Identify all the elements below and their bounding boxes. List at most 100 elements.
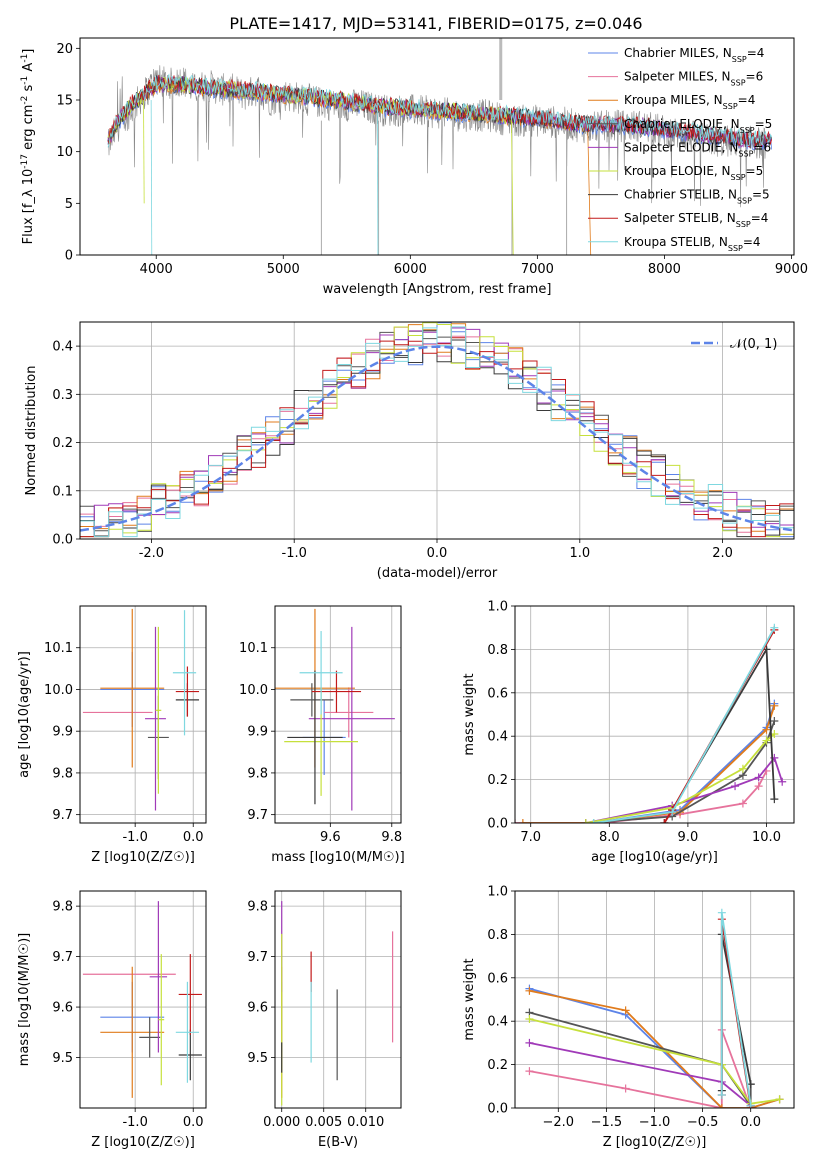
y-tick-label: 9.8 [52,900,73,915]
data-point [754,773,763,782]
y-tick-label: 9.9 [52,725,73,740]
y-tick-label: 0.0 [487,1102,508,1117]
y-tick-label: 0 [65,249,73,264]
data-point [518,819,527,823]
x-tick-label: −1.0 [639,1115,671,1130]
mass-weight-line [529,1029,752,1108]
absorption-line [376,99,379,255]
x-axis-label: wavelength [Angstrom, rest frame] [323,282,552,297]
x-tick-label: 0.0 [183,830,204,845]
x-axis-label: Z [log10(Z/Z☉)] [91,1135,195,1150]
model-fit-line [107,74,772,148]
y-tick-label: 9.8 [247,766,268,781]
data-point [754,782,763,791]
x-axis-label: E(B-V) [318,1135,358,1150]
gaussian-curve [80,345,794,532]
data-point [621,1084,630,1093]
data-point [525,1015,534,1024]
x-tick-label: 0.000 [263,1115,300,1130]
data-point [770,623,779,632]
x-tick-label: 0.005 [305,1115,342,1130]
y-tick-label: 0.0 [487,817,508,832]
mass-vs-ebv-axes: 0.000 0.005 0.010 9.5 9.6 9.7 9.8 E(B-V) [247,890,402,1150]
legend-entry: Salpeter ELODIE, NSSP=6 [624,140,771,158]
y-tick-label: 0.0 [52,533,73,548]
y-tick-label: 9.7 [247,950,268,965]
data-point [762,725,771,734]
y-tick-label: 0.8 [487,928,508,943]
mass-weight-line [529,1042,752,1107]
mass-vs-z-axes: -1.0 0.0 9.5 9.6 9.7 9.8 Z [log10(Z/Z☉)] mass [… [17,890,207,1150]
x-tick-label: 0.0 [183,1115,204,1130]
y-tick-label: 0.6 [487,686,508,701]
x-tick-label: 7.0 [520,830,541,845]
data-point [621,1006,630,1015]
legend-entry: 𝒩(0, 1) [730,337,777,352]
x-tick-label: −1.5 [591,1115,623,1130]
age-vs-z-plot-area [82,608,200,811]
masked-region-block [499,38,503,100]
residuals-plot-area [80,322,794,539]
y-tick-label: 9.7 [52,950,73,965]
data-point [746,1101,755,1108]
x-tick-label: 5000 [267,262,300,277]
x-axis-label: mass [log10(M/M☉)] [271,850,404,865]
y-axis-label: mass weight [462,673,477,755]
residual-histogram-step [80,326,794,539]
mass-vs-ebv-plot-area [281,901,394,1106]
figure-title: PLATE=1417, MJD=53141, FIBERID=0175, z=0… [229,14,642,33]
y-tick-label: 20 [56,42,73,57]
y-tick-label: 0.4 [487,1015,508,1030]
y-tick-label: 15 [56,94,73,109]
legend-entry: Chabrier STELIB, NSSP=5 [624,188,770,206]
y-tick-label: 9.5 [247,1051,268,1066]
y-tick-label: 1.0 [487,885,508,900]
x-tick-label: 9.8 [381,830,402,845]
weight-vs-z-plot-area [525,908,784,1108]
data-point [717,1104,726,1108]
y-axis-label: Normed distribution [24,366,39,496]
data-point [525,1067,534,1076]
data-point [717,908,726,917]
y-tick-label: 9.8 [247,900,268,915]
y-tick-label: 10.1 [44,641,73,656]
axes-frame [274,890,402,1109]
y-tick-label: 9.7 [52,808,73,823]
x-tick-label: 2.0 [712,546,733,561]
y-tick-label: 9.5 [52,1051,73,1066]
x-tick-label: 9.0 [678,830,699,845]
x-tick-label: 10.0 [752,830,781,845]
axes-frame [274,605,402,824]
mass-weight-line [529,989,780,1108]
data-point [525,986,534,995]
y-tick-label: 0.3 [52,388,73,403]
x-tick-label: 1.0 [569,546,590,561]
x-tick-label: −0.5 [687,1115,719,1130]
x-tick-label: -1.0 [122,1115,147,1130]
axes-frame [79,605,207,824]
y-axis-label: mass [log10(M/M☉)] [17,933,32,1066]
weight-vs-z-axes: −2.0 −1.5 −1.0 −0.5 0.0 0.0 0.2 0.4 0.6 0.8 1.0 Z [… [462,885,795,1150]
y-tick-label: 1.0 [487,600,508,615]
y-tick-label: 0.4 [487,730,508,745]
axes-frame [79,321,795,540]
axes-frame [514,890,795,1109]
axes-frame [514,605,795,824]
legend-entry: Salpeter STELIB, NSSP=4 [624,211,768,229]
data-point [770,795,779,804]
mass-weight-line [529,1018,780,1105]
mass-weight-line [515,770,768,823]
data-point [731,782,740,791]
axes-frame [79,890,207,1109]
x-axis-label: age [log10(age/yr)] [591,850,718,865]
y-tick-label: 9.8 [52,766,73,781]
data-point [525,1038,534,1047]
legend-entry: Chabrier MILES, NSSP=4 [624,46,764,64]
residuals-axes: -2.0 -1.0 0.0 1.0 2.0 0.0 0.1 0.2 0.3 0.4 (data-mo… [24,321,795,581]
data-point [738,799,747,808]
y-tick-label: 0.1 [52,484,73,499]
data-point [778,777,787,786]
y-tick-label: 9.6 [247,1001,268,1016]
x-tick-label: 9000 [775,262,808,277]
y-tick-label: 0.8 [487,643,508,658]
